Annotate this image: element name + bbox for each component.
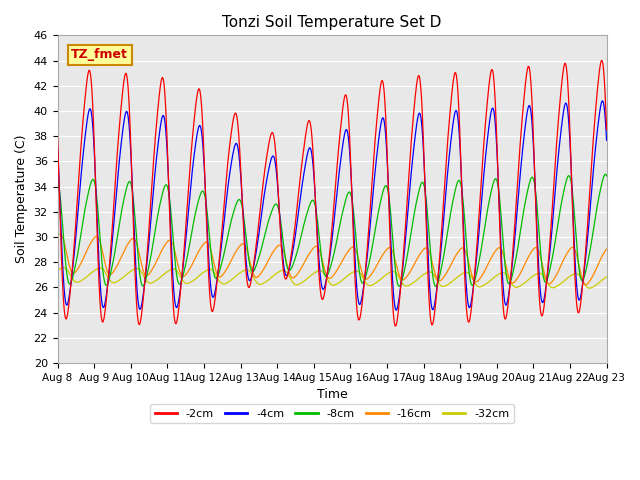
Text: TZ_fmet: TZ_fmet [71, 48, 128, 61]
Title: Tonzi Soil Temperature Set D: Tonzi Soil Temperature Set D [222, 15, 442, 30]
X-axis label: Time: Time [317, 388, 348, 401]
Y-axis label: Soil Temperature (C): Soil Temperature (C) [15, 135, 28, 264]
Legend: -2cm, -4cm, -8cm, -16cm, -32cm: -2cm, -4cm, -8cm, -16cm, -32cm [150, 404, 514, 423]
